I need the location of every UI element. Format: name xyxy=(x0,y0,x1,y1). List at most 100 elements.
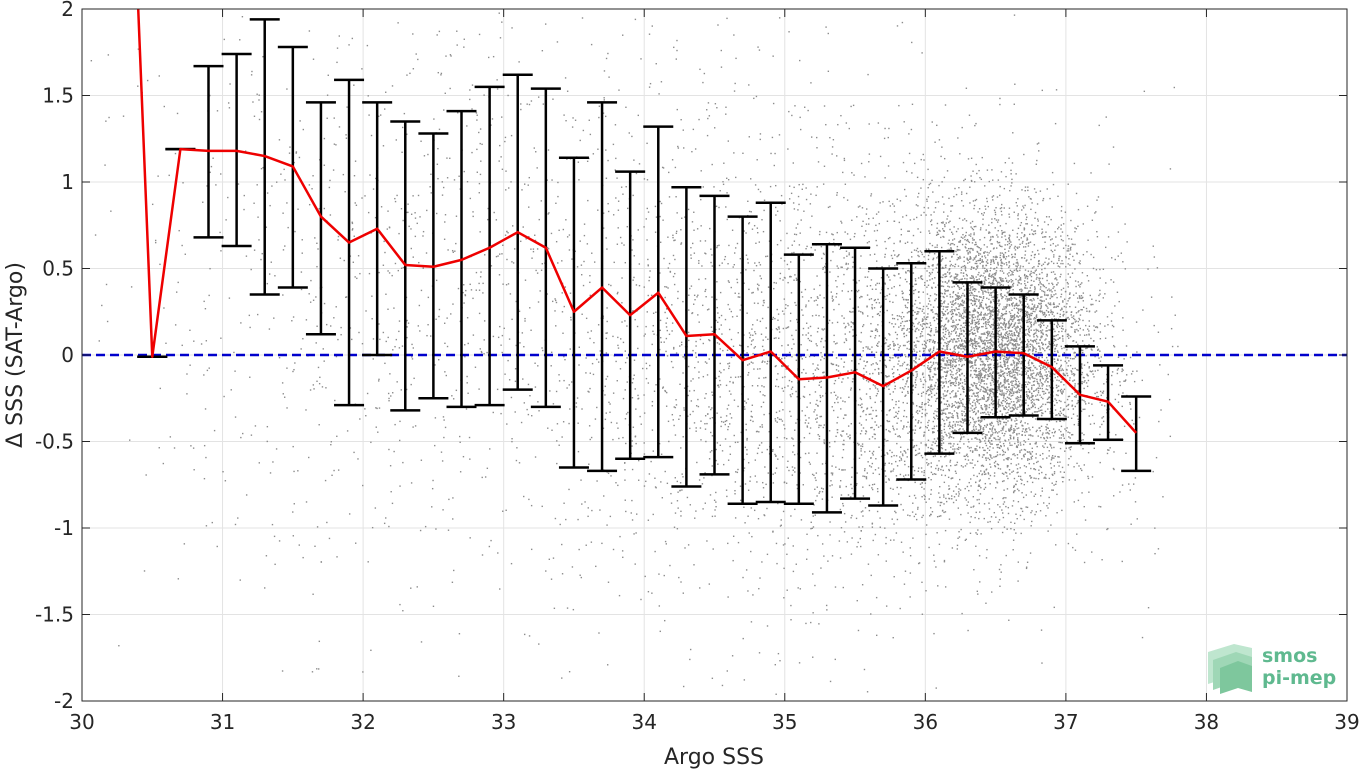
scatter-point xyxy=(983,332,985,334)
scatter-point xyxy=(1053,358,1056,360)
scatter-point xyxy=(965,342,967,344)
scatter-point xyxy=(1100,394,1102,397)
scatter-point xyxy=(914,303,916,305)
scatter-point xyxy=(992,291,994,293)
scatter-point xyxy=(962,304,964,307)
scatter-point xyxy=(940,326,942,328)
scatter-point xyxy=(898,315,901,317)
scatter-point xyxy=(973,288,976,290)
scatter-point xyxy=(1027,376,1030,378)
scatter-point xyxy=(989,282,992,285)
scatter-point xyxy=(992,259,995,262)
scatter-point xyxy=(1003,344,1005,347)
scatter-point xyxy=(1042,332,1044,335)
scatter-point xyxy=(1035,338,1038,341)
scatter-point xyxy=(1027,276,1029,278)
scatter-point xyxy=(1075,285,1077,288)
scatter-point xyxy=(978,337,980,340)
scatter-point xyxy=(962,322,965,324)
scatter-point xyxy=(988,274,990,276)
scatter-point xyxy=(946,282,948,284)
scatter-point xyxy=(971,242,974,244)
scatter-point xyxy=(962,422,964,424)
scatter-point xyxy=(1030,318,1032,320)
scatter-point xyxy=(1021,346,1023,348)
scatter-point xyxy=(1005,298,1007,300)
scatter-point xyxy=(1016,334,1019,337)
scatter-point xyxy=(942,221,944,223)
scatter-point xyxy=(1062,372,1065,375)
scatter-point xyxy=(921,412,923,415)
scatter-point xyxy=(1017,348,1019,351)
scatter-point xyxy=(993,400,995,402)
scatter-point xyxy=(931,278,934,280)
scatter-point xyxy=(1026,366,1028,369)
scatter-point xyxy=(974,244,976,246)
scatter-point xyxy=(1035,269,1038,271)
scatter-point xyxy=(1006,360,1009,363)
scatter-point xyxy=(987,346,990,349)
scatter-point xyxy=(983,363,985,365)
scatter-point xyxy=(1038,342,1040,344)
scatter-point xyxy=(990,259,992,261)
scatter-point xyxy=(1121,560,1123,563)
scatter-point xyxy=(963,326,966,329)
scatter-point xyxy=(969,366,972,368)
scatter-point xyxy=(1012,315,1014,317)
scatter-point xyxy=(1016,247,1019,250)
scatter-point xyxy=(1003,459,1005,461)
scatter-point xyxy=(1029,274,1031,276)
scatter-point xyxy=(988,508,991,510)
scatter-point xyxy=(945,408,947,410)
scatter-point xyxy=(992,381,995,383)
scatter-point xyxy=(1078,284,1080,286)
scatter-point xyxy=(951,286,953,288)
scatter-point xyxy=(1053,484,1055,486)
scatter-point xyxy=(956,285,959,287)
scatter-point xyxy=(1001,232,1004,234)
scatter-point xyxy=(934,410,936,412)
scatter-point xyxy=(963,315,965,318)
scatter-point xyxy=(956,334,958,337)
scatter-point xyxy=(980,339,982,341)
scatter-point xyxy=(1014,347,1016,350)
scatter-point xyxy=(1047,397,1050,399)
scatter-point xyxy=(952,312,954,315)
scatter-point xyxy=(1017,438,1019,441)
scatter-point xyxy=(978,307,981,309)
scatter-point xyxy=(912,374,915,377)
scatter-point xyxy=(992,308,994,311)
scatter-point xyxy=(928,326,931,329)
scatter-point xyxy=(970,516,972,518)
scatter-point xyxy=(925,444,927,447)
scatter-point xyxy=(976,298,978,301)
scatter-point xyxy=(928,477,930,479)
scatter-point xyxy=(1074,280,1077,282)
scatter-point xyxy=(1038,150,1040,152)
scatter-point xyxy=(1009,297,1011,300)
scatter-point xyxy=(1058,259,1060,262)
scatter-point xyxy=(983,424,986,427)
scatter-point xyxy=(917,228,919,230)
scatter-point xyxy=(981,156,983,159)
scatter-point xyxy=(1049,375,1052,377)
scatter-point xyxy=(930,329,933,332)
scatter-point xyxy=(955,326,957,328)
scatter-point xyxy=(942,295,944,298)
scatter-point xyxy=(1060,296,1062,298)
scatter-point xyxy=(961,343,963,346)
scatter-point xyxy=(1030,399,1032,402)
scatter-point xyxy=(978,381,980,383)
scatter-point xyxy=(941,285,943,287)
scatter-point xyxy=(1003,501,1006,503)
scatter-point xyxy=(1026,306,1029,309)
scatter-point xyxy=(1001,428,1004,430)
scatter-point xyxy=(960,437,962,440)
scatter-point xyxy=(1037,305,1039,307)
scatter-point xyxy=(1027,374,1030,377)
scatter-point xyxy=(1085,347,1087,350)
scatter-point xyxy=(874,329,877,332)
scatter-point xyxy=(962,357,965,360)
scatter-point xyxy=(1040,382,1043,384)
scatter-point xyxy=(1046,325,1049,327)
